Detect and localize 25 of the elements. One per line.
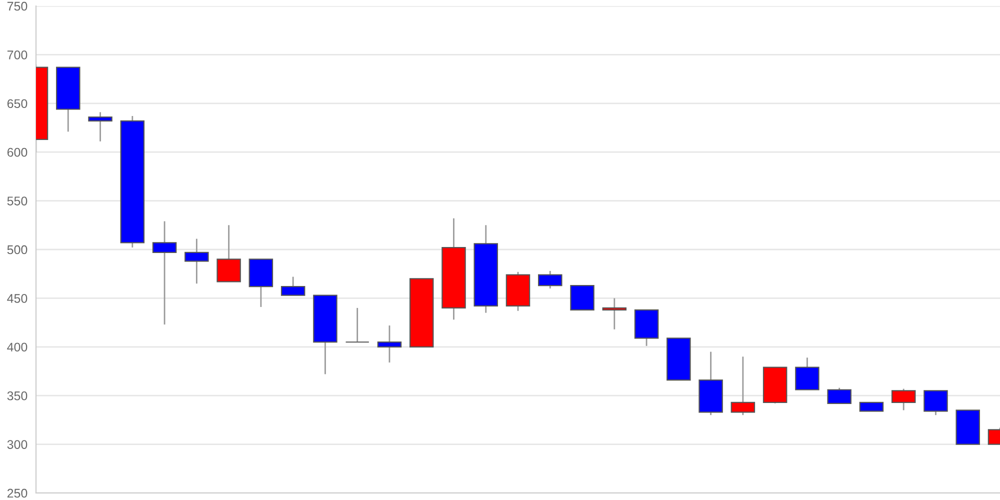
candlestick <box>152 220 177 326</box>
candlestick <box>88 111 112 142</box>
candlestick <box>827 387 852 404</box>
candlestick <box>795 356 820 390</box>
y-tick-label: 250 <box>7 488 28 498</box>
y-tick-label: 350 <box>7 391 28 400</box>
candlestick <box>184 238 209 284</box>
candlestick <box>345 307 370 343</box>
y-tick-label: 550 <box>7 196 28 206</box>
y-tick-label: 750 <box>7 2 28 11</box>
candlestick <box>924 390 948 416</box>
candlestick <box>602 298 627 330</box>
candlestick <box>538 270 562 290</box>
candlestick <box>377 324 402 364</box>
candlestick <box>730 356 756 416</box>
candlestick <box>891 388 916 411</box>
y-tick-label: 700 <box>7 50 28 60</box>
candlestick <box>280 276 306 296</box>
y-tick-label: 450 <box>7 294 28 303</box>
y-tick-label: 400 <box>7 342 28 352</box>
candlestick <box>216 224 241 282</box>
y-tick-label: 650 <box>7 99 28 108</box>
y-tick-label: 600 <box>7 148 28 157</box>
y-tick-label: 500 <box>7 245 28 254</box>
y-tick-label: 300 <box>7 440 28 449</box>
